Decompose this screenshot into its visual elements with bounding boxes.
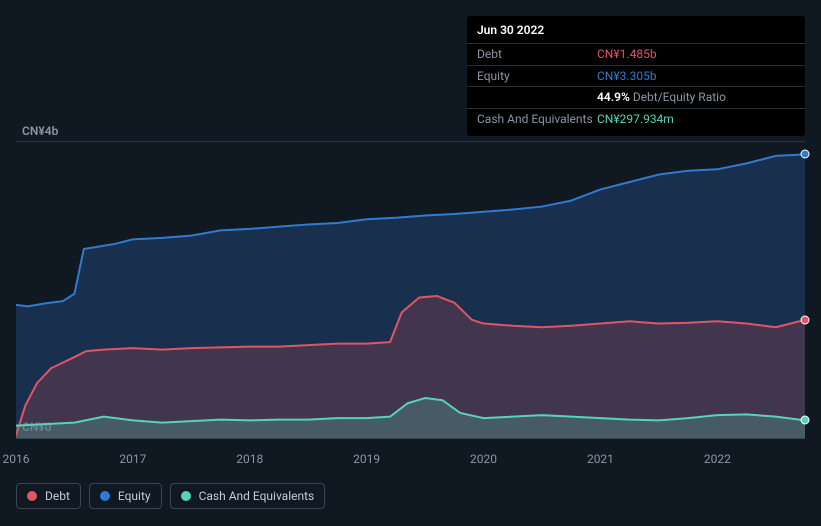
debt-end-marker	[801, 315, 810, 324]
equity-legend-dot	[100, 491, 110, 501]
tooltip-row-label: Cash And Equivalents	[477, 111, 597, 128]
x-axis-label: 2020	[470, 452, 497, 466]
tooltip-row: Cash And EquivalentsCN¥297.934m	[467, 108, 805, 130]
legend-item-label: Equity	[118, 489, 151, 503]
x-axis-label: 2018	[236, 452, 263, 466]
legend-item-label: Debt	[45, 489, 70, 503]
area-chart	[16, 141, 805, 439]
tooltip-row-value: CN¥297.934m	[597, 111, 674, 128]
x-axis-label: 2016	[3, 452, 30, 466]
cash-end-marker	[801, 416, 810, 425]
tooltip-row-label: Debt	[477, 46, 597, 63]
equity-end-marker	[801, 150, 810, 159]
tooltip-row: EquityCN¥3.305b	[467, 65, 805, 87]
legend-item-equity[interactable]: Equity	[89, 483, 162, 509]
cash-legend-dot	[181, 491, 191, 501]
x-axis-label: 2022	[704, 452, 731, 466]
tooltip-row: DebtCN¥1.485b	[467, 43, 805, 65]
tooltip-row-value: CN¥1.485b	[597, 46, 657, 63]
tooltip-row-value: 44.9% Debt/Equity Ratio	[597, 89, 726, 106]
tooltip-row-value: CN¥3.305b	[597, 68, 657, 85]
x-axis-label: 2019	[353, 452, 380, 466]
tooltip-row-label	[477, 89, 597, 106]
debt-legend-dot	[27, 491, 37, 501]
tooltip-row-label: Equity	[477, 68, 597, 85]
legend-item-label: Cash And Equivalents	[199, 489, 315, 503]
tooltip-row: 44.9% Debt/Equity Ratio	[467, 86, 805, 108]
chart-legend: Debt Equity Cash And Equivalents	[16, 483, 325, 509]
chart-tooltip: Jun 30 2022 DebtCN¥1.485bEquityCN¥3.305b…	[467, 16, 805, 136]
legend-item-debt[interactable]: Debt	[16, 483, 81, 509]
x-axis-label: 2021	[587, 452, 614, 466]
y-axis-label-top: CN¥4b	[22, 124, 58, 138]
legend-item-cash[interactable]: Cash And Equivalents	[170, 483, 326, 509]
tooltip-date: Jun 30 2022	[467, 22, 805, 43]
x-axis-label: 2017	[119, 452, 146, 466]
